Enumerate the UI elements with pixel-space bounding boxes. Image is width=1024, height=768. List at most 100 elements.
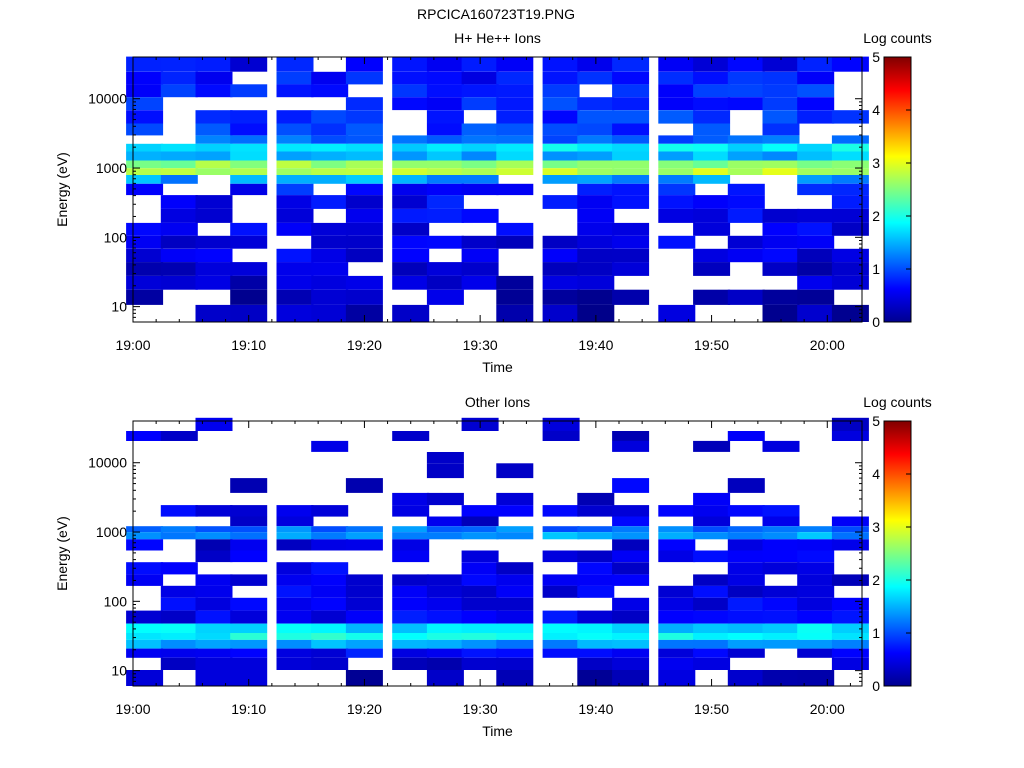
heatmap-cell (542, 262, 580, 276)
heatmap-cell (195, 235, 233, 249)
heatmap-cell (345, 304, 383, 322)
heatmap-cell (577, 633, 615, 640)
heatmap-cell (126, 110, 164, 124)
heatmap-cell (426, 275, 464, 290)
heatmap-cell (426, 135, 464, 144)
heatmap-cell (426, 110, 464, 124)
heatmap-cell (762, 143, 800, 152)
heatmap-cell (461, 633, 499, 640)
heatmap-cell (126, 56, 164, 72)
heatmap-cell (392, 539, 430, 551)
heatmap-cell (230, 123, 268, 136)
heatmap-cell (658, 304, 696, 322)
heatmap-cell (612, 478, 650, 493)
heatmap-cell (762, 168, 800, 175)
heatmap-cell (426, 97, 464, 111)
heatmap-cell (496, 526, 534, 532)
heatmap-cell (612, 639, 650, 649)
heatmap-cell (577, 168, 615, 175)
heatmap-cell (693, 97, 731, 111)
heatmap-cell (762, 135, 800, 144)
axis-ticks (132, 57, 862, 323)
heatmap-cell (831, 597, 869, 611)
heatmap-cell (311, 633, 349, 640)
heatmap-cell (345, 275, 383, 290)
heatmap-cell (230, 143, 268, 152)
heatmap-cell (392, 97, 430, 111)
heatmap-cell (577, 248, 615, 263)
x-tick-label: 19:10 (231, 337, 266, 353)
heatmap-cell (461, 275, 499, 290)
heatmap-cell (461, 84, 499, 98)
heatmap-cell (797, 585, 835, 598)
heatmap-cell (392, 526, 430, 532)
heatmap-cell (461, 585, 499, 598)
heatmap-cell (612, 160, 650, 169)
heatmap-cell (797, 610, 835, 624)
heatmap-cell (762, 610, 800, 624)
heatmap-cell (426, 639, 464, 649)
heatmap-cell (160, 597, 198, 611)
heatmap-cell (160, 143, 198, 152)
heatmap-cell (762, 56, 800, 72)
heatmap-cell (392, 610, 430, 624)
heatmap-cell (426, 670, 464, 686)
heatmap-cell (230, 168, 268, 175)
heatmap-cell (762, 151, 800, 161)
heatmap-cell (195, 123, 233, 136)
heatmap-cell (276, 562, 314, 575)
heatmap-cell (727, 56, 765, 72)
heatmap-cell (693, 648, 731, 658)
heatmap-cell (762, 304, 800, 322)
heatmap-cell (126, 175, 164, 184)
heatmap-cell (693, 143, 731, 152)
heatmap-cell (496, 71, 534, 85)
heatmap-cell (797, 289, 835, 305)
heatmap-cell (311, 623, 349, 634)
panel-title: Other Ions (465, 394, 530, 410)
heatmap-cell (276, 623, 314, 634)
heatmap-cell (658, 195, 696, 209)
heatmap-cell (577, 151, 615, 161)
heatmap-cell (831, 417, 869, 431)
heatmap-cell (496, 235, 534, 249)
heatmap-cell (797, 56, 835, 72)
heatmap-cell (542, 505, 580, 517)
heatmap-cell (461, 160, 499, 169)
heatmap-cell (195, 585, 233, 598)
heatmap-cell (126, 431, 164, 441)
heatmap-cell (727, 539, 765, 551)
heatmap-cell (727, 633, 765, 640)
heatmap-cell (230, 633, 268, 640)
heatmap-cell (160, 639, 198, 649)
x-axis-label: Time (482, 359, 513, 375)
heatmap-cell (762, 262, 800, 276)
heatmap-cell (392, 505, 430, 517)
heatmap-cell (727, 151, 765, 161)
heatmap-cell (612, 657, 650, 670)
heatmap-cell (276, 610, 314, 624)
heatmap-cell (230, 262, 268, 276)
heatmap-cell (577, 532, 615, 540)
panel-h-he-ions: 19:00 19:10 19:20 19:30 19:40 19:50 20:0010100… (54, 30, 932, 375)
heatmap-cell (160, 526, 198, 532)
heatmap-cell (577, 289, 615, 305)
heatmap-cell (345, 639, 383, 649)
heatmap-cell (693, 610, 731, 624)
heatmap-cell (612, 151, 650, 161)
heatmap-cell (693, 574, 731, 586)
heatmap-cell (762, 110, 800, 124)
heatmap-cell (311, 195, 349, 209)
heatmap-cell (612, 135, 650, 144)
heatmap-cell (461, 183, 499, 196)
heatmap-cell (693, 123, 731, 136)
heatmap-cell (658, 168, 696, 175)
heatmap-cell (426, 123, 464, 136)
heatmap-cell (577, 160, 615, 169)
heatmap-cell (160, 222, 198, 236)
heatmap-cell (160, 175, 198, 184)
y-tick-label: 10 (111, 663, 127, 679)
heatmap-cell (160, 84, 198, 98)
heatmap-cell (831, 222, 869, 236)
